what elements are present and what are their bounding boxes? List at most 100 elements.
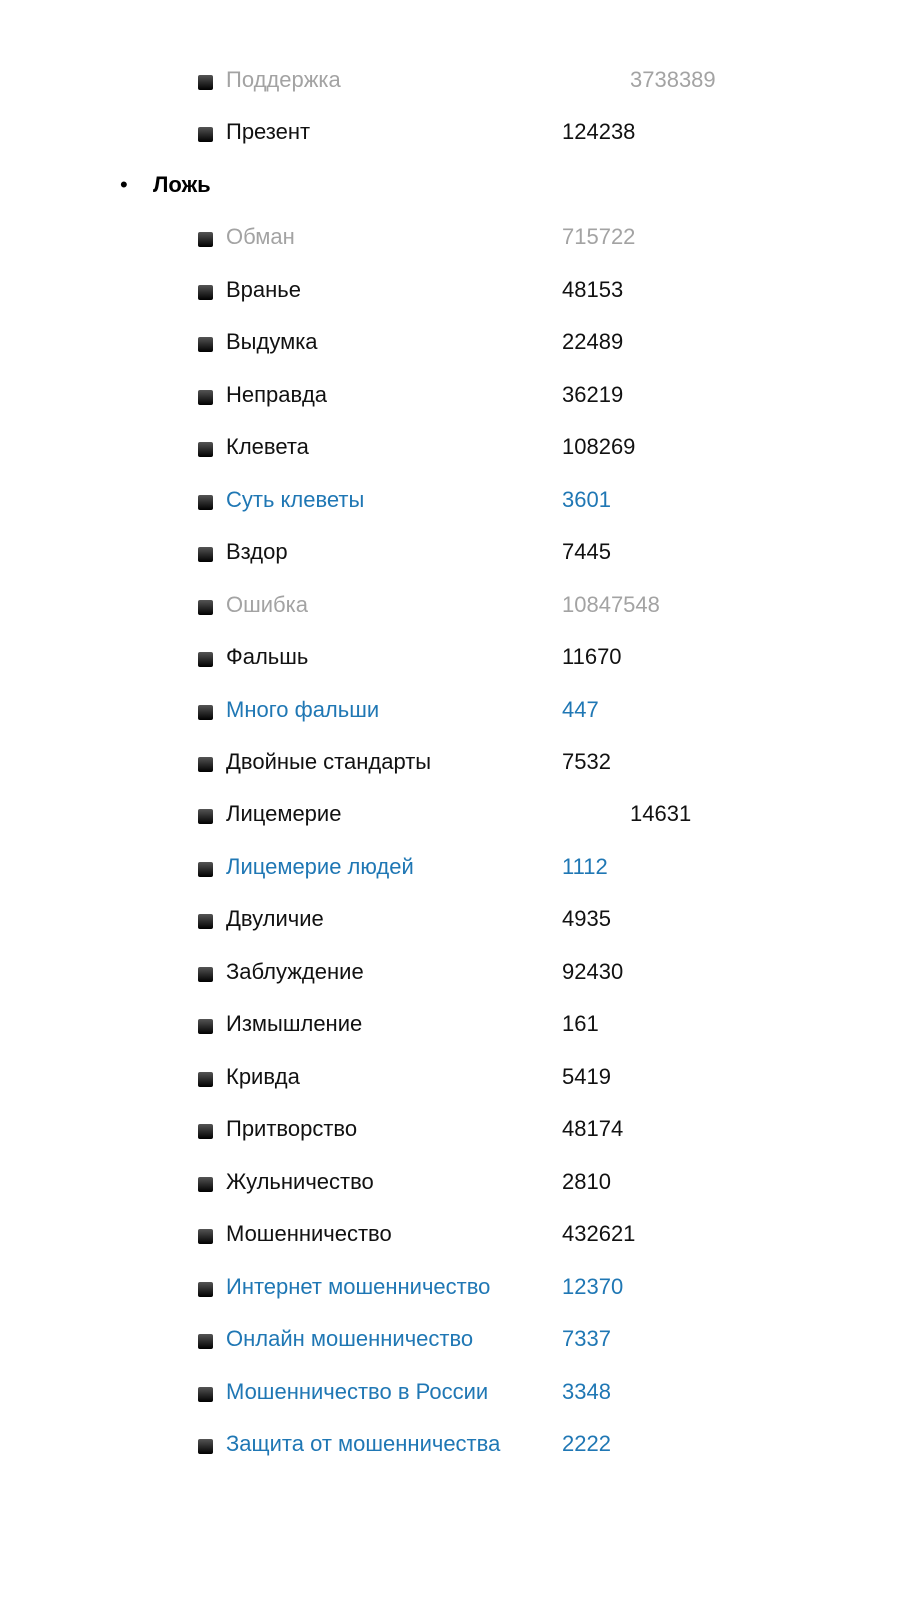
item-label: Жульничество	[226, 1168, 374, 1194]
item-count: 7532	[562, 748, 611, 774]
list-item: Ошибка 10847548	[0, 590, 916, 620]
item-count[interactable]: 12370	[562, 1273, 624, 1299]
list-item: Вздор 7445	[0, 537, 916, 567]
item-link[interactable]: Лицемерие людей	[226, 853, 414, 879]
square-bullet-icon	[198, 284, 213, 300]
list-item[interactable]: Много фальши 447	[0, 695, 916, 725]
item-count[interactable]: 3348	[562, 1378, 611, 1404]
item-label: Ошибка	[226, 591, 308, 617]
square-bullet-icon	[198, 861, 213, 877]
list-item[interactable]: Интернет мошенничество 12370	[0, 1272, 916, 1302]
item-link[interactable]: Суть клеветы	[226, 486, 365, 512]
list-item: Измышление 161	[0, 1009, 916, 1039]
item-count: 715722	[562, 224, 636, 250]
list-item: Двуличие 4935	[0, 904, 916, 934]
item-label: Вздор	[226, 539, 288, 565]
item-count: 124238	[562, 119, 636, 145]
list-item: Заблуждение 92430	[0, 957, 916, 987]
square-bullet-icon	[198, 1071, 213, 1087]
list-item: Поддержка 3738389	[0, 65, 916, 95]
square-bullet-icon	[198, 914, 213, 930]
list-item: Презент 124238	[0, 117, 916, 147]
square-bullet-icon	[198, 127, 213, 143]
round-bullet-icon: •	[120, 171, 128, 197]
list-item: Обман 715722	[0, 222, 916, 252]
list-item: Выдумка 22489	[0, 327, 916, 357]
item-count: 48174	[562, 1116, 624, 1142]
item-label: Мошенничество	[226, 1221, 392, 1247]
list-item: Неправда 36219	[0, 380, 916, 410]
item-link[interactable]: Мошенничество в России	[226, 1378, 489, 1404]
list-item: Мошенничество 432621	[0, 1219, 916, 1249]
list-item: Притворство 48174	[0, 1114, 916, 1144]
item-label: Лицемерие	[226, 801, 342, 827]
square-bullet-icon	[198, 1281, 213, 1297]
list-item: Фальшь 11670	[0, 642, 916, 672]
list-item: Жульничество 2810	[0, 1167, 916, 1197]
item-label: Притворство	[226, 1116, 358, 1142]
item-count[interactable]: 7337	[562, 1326, 611, 1352]
item-count: 14631	[630, 801, 692, 827]
square-bullet-icon	[198, 494, 213, 510]
square-bullet-icon	[198, 809, 213, 825]
square-bullet-icon	[198, 756, 213, 772]
section-heading: • Ложь	[0, 170, 916, 200]
item-label: Клевета	[226, 434, 309, 460]
item-count: 48153	[562, 276, 624, 302]
item-count: 11670	[562, 644, 622, 670]
square-bullet-icon	[198, 1438, 213, 1454]
list-item[interactable]: Онлайн мошенничество 7337	[0, 1324, 916, 1354]
item-count: 22489	[562, 329, 624, 355]
square-bullet-icon	[198, 1386, 213, 1402]
item-label: Фальшь	[226, 644, 309, 670]
square-bullet-icon	[198, 75, 213, 90]
item-count[interactable]: 447	[562, 696, 599, 722]
square-bullet-icon	[198, 652, 213, 668]
item-label: Выдумка	[226, 329, 318, 355]
list-item: Кривда 5419	[0, 1062, 916, 1092]
square-bullet-icon	[198, 337, 213, 353]
item-count: 92430	[562, 958, 624, 984]
item-label: Презент	[226, 119, 311, 145]
list-item[interactable]: Суть клеветы 3601	[0, 485, 916, 515]
item-count[interactable]: 1112	[562, 853, 608, 879]
square-bullet-icon	[198, 1229, 213, 1245]
item-count[interactable]: 3601	[562, 486, 611, 512]
item-label: Измышление	[226, 1011, 363, 1037]
square-bullet-icon	[198, 1176, 213, 1192]
item-count[interactable]: 2222	[562, 1430, 611, 1456]
item-count: 432621	[562, 1221, 636, 1247]
list-item[interactable]: Лицемерие людей 1112	[0, 852, 916, 882]
list-item[interactable]: Мошенничество в России 3348	[0, 1377, 916, 1407]
item-link[interactable]: Много фальши	[226, 696, 380, 722]
item-count: 3738389	[630, 67, 716, 92]
item-label: Поддержка	[226, 67, 341, 92]
item-count: 2810	[562, 1168, 611, 1194]
list-item: Клевета 108269	[0, 432, 916, 462]
square-bullet-icon	[198, 704, 213, 720]
list-item[interactable]: Защита от мошенничества 2222	[0, 1429, 916, 1459]
item-count: 161	[562, 1011, 599, 1037]
item-count: 10847548	[562, 591, 660, 617]
list-item: Лицемерие 14631	[0, 799, 916, 829]
square-bullet-icon	[198, 1019, 213, 1035]
item-count: 108269	[562, 434, 636, 460]
item-label: Двуличие	[226, 906, 324, 932]
item-link[interactable]: Защита от мошенничества	[226, 1430, 501, 1456]
item-label: Кривда	[226, 1063, 300, 1089]
item-label: Заблуждение	[226, 958, 364, 984]
square-bullet-icon	[198, 232, 213, 248]
item-link[interactable]: Интернет мошенничество	[226, 1273, 491, 1299]
list-item: Вранье 48153	[0, 275, 916, 305]
square-bullet-icon	[198, 599, 213, 615]
item-count: 36219	[562, 381, 624, 407]
item-count: 4935	[562, 906, 611, 932]
square-bullet-icon	[198, 1124, 213, 1140]
section-title: Ложь	[153, 171, 211, 197]
list-item: Двойные стандарты 7532	[0, 747, 916, 777]
item-label: Неправда	[226, 381, 328, 407]
item-link[interactable]: Онлайн мошенничество	[226, 1326, 474, 1352]
square-bullet-icon	[198, 1334, 213, 1350]
square-bullet-icon	[198, 442, 213, 458]
square-bullet-icon	[198, 966, 213, 982]
